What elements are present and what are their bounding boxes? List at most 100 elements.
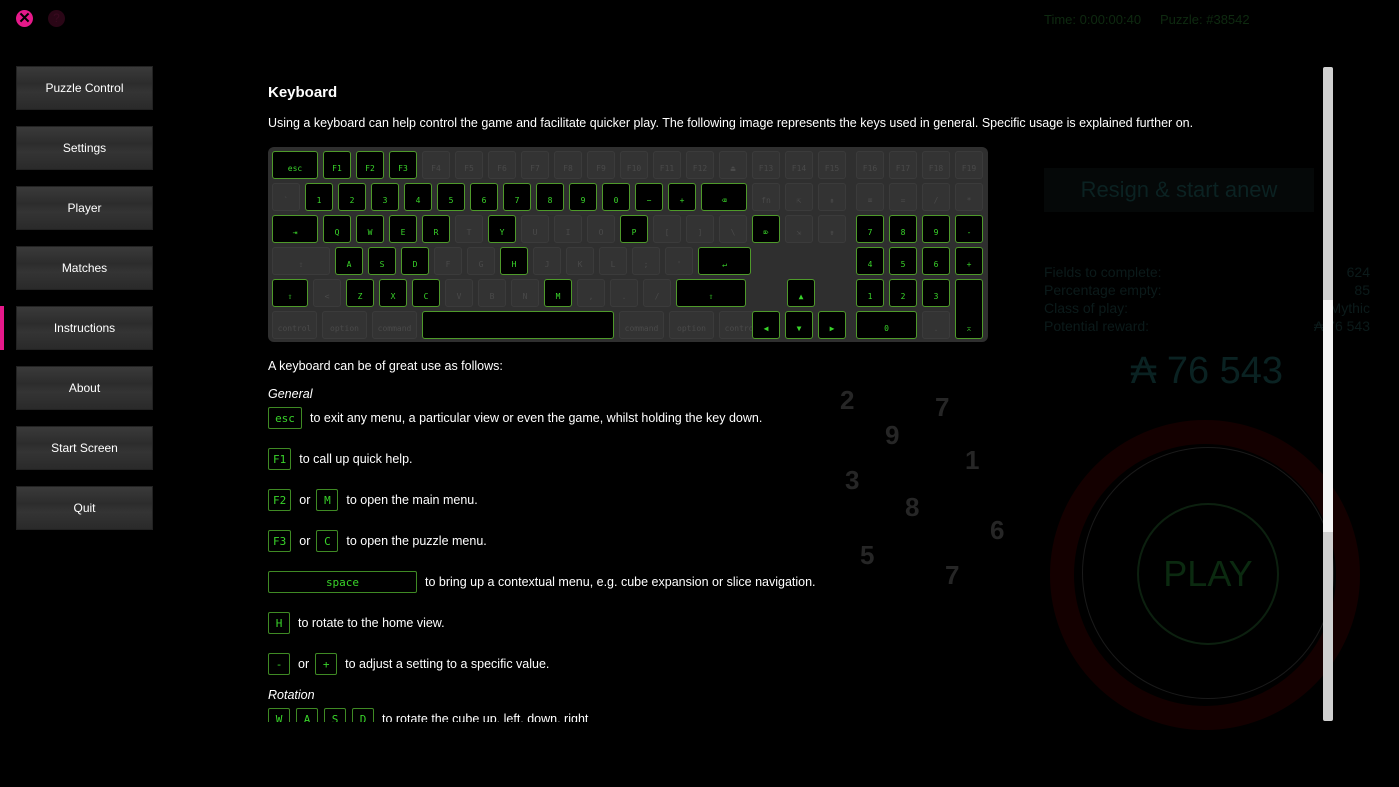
key-F12: F12 xyxy=(686,151,714,179)
stat-value: 624 xyxy=(1346,264,1370,280)
key-f3: F3 xyxy=(268,530,292,552)
key-U: U xyxy=(521,215,549,243)
key-J: J xyxy=(533,247,561,275)
key-F8: F8 xyxy=(554,151,582,179)
key-↵: ↵ xyxy=(698,247,751,275)
stat-value: 85 xyxy=(1354,282,1370,298)
usage-intro: A keyboard can be of great use as follow… xyxy=(268,359,503,373)
key-command: command xyxy=(372,311,417,339)
key-+: + xyxy=(955,247,983,275)
sidebar-item-quit[interactable]: Quit xyxy=(16,486,153,530)
key-⇥: ⇥ xyxy=(272,215,318,243)
sidebar-item-player[interactable]: Player xyxy=(16,186,153,230)
key-2: 2 xyxy=(338,183,366,211)
stat-value: Mythic xyxy=(1329,300,1370,316)
label: Quit xyxy=(73,501,96,515)
stat-row: Class of play: Mythic xyxy=(1044,299,1370,317)
key-3: 3 xyxy=(371,183,399,211)
key-F3: F3 xyxy=(389,151,417,179)
bg-digit: 3 xyxy=(845,465,860,495)
key-6: 6 xyxy=(922,247,950,275)
bg-digit: 1 xyxy=(965,445,980,475)
key-4: 4 xyxy=(404,183,432,211)
key-5: 5 xyxy=(437,183,465,211)
key-⇱: ⇱ xyxy=(785,183,813,211)
key-X: X xyxy=(379,279,407,307)
sidebar-item-puzzle-control[interactable]: Puzzle Control xyxy=(16,66,153,110)
stat-label: Percentage empty: xyxy=(1044,282,1162,298)
key-=: = xyxy=(889,183,917,211)
key-esc: esc xyxy=(272,151,318,179)
key-⇞: ⇞ xyxy=(818,183,846,211)
active-indicator xyxy=(0,306,4,350)
key-command: command xyxy=(619,311,664,339)
key-⌧: ⌧ xyxy=(856,183,884,211)
stat-label: Potential reward: xyxy=(1044,318,1150,334)
sidebar-item-start-screen[interactable]: Start Screen xyxy=(16,426,153,470)
key-,: , xyxy=(577,279,605,307)
sidebar-item-instructions[interactable]: Instructions xyxy=(16,306,153,350)
key-F11: F11 xyxy=(653,151,681,179)
instruction-text: to call up quick help. xyxy=(299,452,413,466)
instruction-text: to open the puzzle menu. xyxy=(346,534,487,548)
key-space: space xyxy=(268,571,417,593)
sidebar-item-matches[interactable]: Matches xyxy=(16,246,153,290)
bg-digit: 7 xyxy=(935,392,950,422)
label: Puzzle Control xyxy=(45,81,124,95)
key-*: * xyxy=(955,183,983,211)
key-.: . xyxy=(610,279,638,307)
key-option: option xyxy=(322,311,367,339)
page-title: Keyboard xyxy=(268,84,338,101)
key-a: A xyxy=(296,708,318,722)
key-⏏: ⏏ xyxy=(719,151,747,179)
key-fn: fn xyxy=(752,183,780,211)
time-display: Time: 0:00:00:40 xyxy=(1044,12,1142,27)
key-G: G xyxy=(467,247,495,275)
key-▶: ▶ xyxy=(818,311,846,339)
key-f2: F2 xyxy=(268,489,292,511)
key-9: 9 xyxy=(922,215,950,243)
key-7: 7 xyxy=(856,215,884,243)
key-F5: F5 xyxy=(455,151,483,179)
key-esc: esc xyxy=(268,407,302,429)
instruction-text: to rotate the cube up, left, down, right xyxy=(382,712,589,722)
key-◀: ◀ xyxy=(752,311,780,339)
scrollbar-thumb[interactable] xyxy=(1323,300,1333,532)
label: Instructions xyxy=(53,321,116,335)
key-F9: F9 xyxy=(587,151,615,179)
key-F15: F15 xyxy=(818,151,846,179)
play-button[interactable]: PLAY xyxy=(1137,503,1279,645)
key-/: / xyxy=(922,183,950,211)
rotation-heading: Rotation xyxy=(268,688,315,702)
dial-inner xyxy=(1082,447,1334,699)
help-button[interactable]: ? xyxy=(48,10,65,27)
key-R: R xyxy=(422,215,450,243)
key-5: 5 xyxy=(889,247,917,275)
key-0: 0 xyxy=(602,183,630,211)
key-F16: F16 xyxy=(856,151,884,179)
key-8: 8 xyxy=(889,215,917,243)
key-P: P xyxy=(620,215,648,243)
key-L: L xyxy=(599,247,627,275)
key-F: F xyxy=(434,247,462,275)
help-icon: ? xyxy=(53,11,60,25)
key-O: O xyxy=(587,215,615,243)
key-': ' xyxy=(665,247,693,275)
keyboard-diagram: esc F1 F2 F3 F4 F5 F6 F7 F8 F9 F10 F11 F12 ⏏ F13 F14 F15… xyxy=(268,147,988,342)
instruction-text: to open the main menu. xyxy=(346,493,478,507)
key-F14: F14 xyxy=(785,151,813,179)
sidebar-item-settings[interactable]: Settings xyxy=(16,126,153,170)
play-label: PLAY xyxy=(1163,553,1253,594)
close-button[interactable]: ✕ xyxy=(16,10,33,27)
key-T: T xyxy=(455,215,483,243)
sidebar-item-about[interactable]: About xyxy=(16,366,153,410)
label: Matches xyxy=(61,261,108,275)
key-⇧: ⇧ xyxy=(272,279,308,307)
key-F17: F17 xyxy=(889,151,917,179)
resign-button[interactable]: Resign & start anew xyxy=(1044,168,1314,212)
key-⇟: ⇟ xyxy=(818,215,846,243)
stat-row: Percentage empty: 85 xyxy=(1044,281,1370,299)
key-C: C xyxy=(412,279,440,307)
